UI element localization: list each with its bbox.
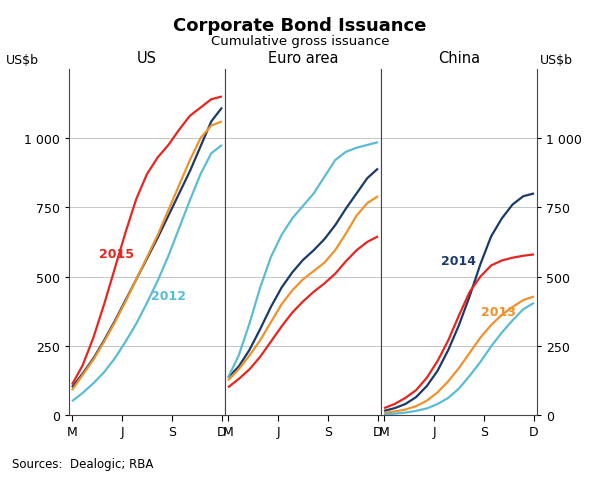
- Text: US$b: US$b: [540, 54, 573, 67]
- Text: 2015: 2015: [99, 248, 134, 261]
- Text: 2012: 2012: [151, 289, 187, 302]
- Text: Sources:  Dealogic; RBA: Sources: Dealogic; RBA: [12, 457, 154, 470]
- Title: US: US: [137, 51, 157, 66]
- Title: China: China: [438, 51, 480, 66]
- Text: Corporate Bond Issuance: Corporate Bond Issuance: [173, 17, 427, 35]
- Text: 2013: 2013: [482, 306, 517, 319]
- Text: 2014: 2014: [441, 254, 476, 267]
- Text: Cumulative gross issuance: Cumulative gross issuance: [211, 35, 389, 48]
- Text: US$b: US$b: [6, 54, 39, 67]
- Title: Euro area: Euro area: [268, 51, 338, 66]
